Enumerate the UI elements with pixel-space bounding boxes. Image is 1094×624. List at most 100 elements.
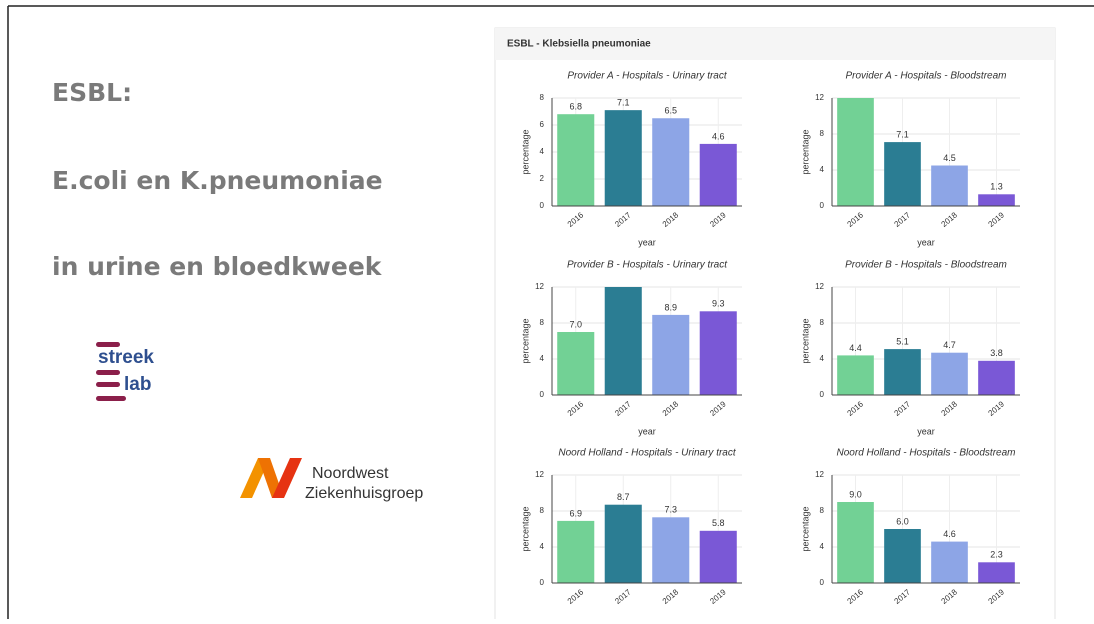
bar	[931, 352, 968, 395]
y-tick-label: 8	[540, 93, 545, 102]
logo-stripe	[96, 396, 126, 401]
y-axis-label: percentage	[800, 318, 810, 363]
y-tick-label: 12	[535, 470, 544, 479]
y-tick-label: 12	[815, 470, 824, 479]
x-axis-label: year	[638, 237, 656, 247]
value-label: 5.1	[896, 336, 909, 346]
y-tick-label: 8	[540, 318, 545, 327]
value-label: 7.0	[569, 319, 582, 329]
x-axis-label: year	[638, 426, 656, 436]
value-label: 2.3	[990, 550, 1003, 560]
value-label: 8.9	[664, 302, 677, 312]
x-axis-label: year	[917, 237, 935, 247]
bar	[604, 110, 642, 206]
panel-header	[495, 28, 1055, 60]
value-label: 9.3	[712, 299, 725, 309]
chart-title: Provider A - Hospitals - Bloodstream	[846, 71, 1007, 82]
panel-title: ESBL - Klebsiella pneumoniae	[507, 39, 651, 50]
y-axis-label: percentage	[800, 506, 810, 551]
bar	[699, 530, 737, 583]
value-label: 4.5	[943, 153, 956, 163]
bar	[557, 520, 595, 583]
y-tick-label: 6	[540, 120, 545, 129]
y-tick-label: 12	[815, 93, 824, 102]
y-axis-label: percentage	[800, 129, 810, 174]
chart-title: Noord Holland - Hospitals - Bloodstream	[837, 448, 1016, 459]
value-label: 6.9	[569, 508, 582, 518]
chart-title: Provider B - Hospitals - Bloodstream	[845, 260, 1007, 271]
value-label: 8.7	[617, 492, 630, 502]
logo-shape	[272, 458, 302, 498]
bar	[837, 502, 874, 583]
bar	[557, 332, 595, 395]
y-tick-label: 8	[540, 506, 545, 515]
y-tick-label: 2	[540, 174, 545, 183]
bar	[557, 114, 595, 206]
bar	[884, 349, 921, 395]
logo-text: Noordwest	[312, 465, 389, 482]
y-tick-label: 4	[820, 165, 825, 174]
bar	[652, 517, 690, 583]
bar	[978, 562, 1015, 583]
y-tick-label: 0	[540, 390, 545, 399]
slide-text: ESBL:	[52, 78, 132, 107]
bar	[699, 311, 737, 395]
bar	[837, 98, 874, 206]
y-tick-label: 8	[820, 129, 825, 138]
logo-stripe	[96, 382, 120, 387]
x-axis-label: year	[917, 426, 935, 436]
value-label: 5.8	[712, 518, 725, 528]
y-tick-label: 0	[540, 578, 545, 587]
y-tick-label: 12	[815, 282, 824, 291]
bar	[931, 165, 968, 206]
logo-text: Ziekenhuisgroep	[305, 485, 423, 502]
y-tick-label: 4	[540, 354, 545, 363]
y-tick-label: 4	[820, 542, 825, 551]
bar	[837, 355, 874, 395]
bar	[931, 541, 968, 583]
y-tick-label: 8	[820, 318, 825, 327]
value-label: 4.4	[849, 343, 862, 353]
logo-stripe	[96, 370, 120, 375]
value-label: 9.0	[849, 489, 862, 499]
bar	[884, 142, 921, 206]
y-tick-label: 0	[820, 201, 825, 210]
bar	[652, 314, 690, 395]
bar	[604, 504, 642, 583]
y-tick-label: 0	[540, 201, 545, 210]
bar	[978, 194, 1015, 206]
y-tick-label: 4	[540, 147, 545, 156]
streeklab-logo: streek lab	[96, 342, 154, 401]
bar	[652, 118, 690, 206]
slide-text: in urine en bloedkweek	[52, 252, 383, 281]
chart-title: Provider B - Hospitals - Urinary tract	[567, 260, 728, 271]
bar	[978, 360, 1015, 395]
y-tick-label: 0	[820, 390, 825, 399]
value-label: 4.7	[943, 340, 956, 350]
y-tick-label: 8	[820, 506, 825, 515]
y-tick-label: 0	[820, 578, 825, 587]
chart-title: Noord Holland - Hospitals - Urinary trac…	[558, 448, 737, 459]
value-label: 6.8	[569, 102, 582, 112]
y-tick-label: 4	[820, 354, 825, 363]
y-tick-label: 12	[535, 282, 544, 291]
bar	[699, 143, 737, 206]
y-axis-label: percentage	[520, 318, 530, 363]
logo-text: lab	[124, 374, 151, 395]
y-axis-label: percentage	[520, 506, 530, 551]
bar	[884, 529, 921, 583]
value-label: 7.3	[664, 505, 677, 515]
y-tick-label: 4	[540, 542, 545, 551]
logo-stripe	[96, 342, 120, 347]
bar	[604, 287, 642, 395]
value-label: 7.1	[617, 98, 630, 108]
value-label: 4.6	[943, 529, 956, 539]
nwz-logo: Noordwest Ziekenhuisgroep	[240, 458, 423, 502]
value-label: 6.0	[896, 516, 909, 526]
value-label: 7.1	[896, 129, 909, 139]
value-label: 1.3	[990, 182, 1003, 192]
value-label: 3.8	[990, 348, 1003, 358]
logo-text: streek	[98, 347, 154, 368]
chart-title: Provider A - Hospitals - Urinary tract	[567, 71, 728, 82]
